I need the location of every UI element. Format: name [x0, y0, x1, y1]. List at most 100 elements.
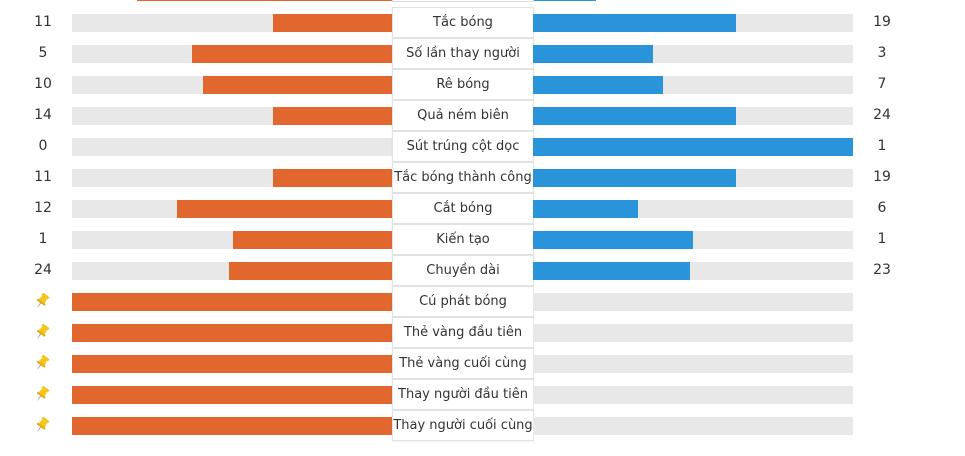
- home-bar-fill: [72, 293, 393, 311]
- away-value: 1: [877, 231, 887, 247]
- away-value: 23: [873, 262, 891, 278]
- home-bar-track: [72, 200, 393, 218]
- stat-label: Tắc bóng: [392, 7, 534, 38]
- stat-label: Sút trúng cột dọc: [392, 131, 534, 162]
- away-bar-fill: [533, 107, 736, 125]
- event-row: Thay người đầu tiên: [0, 379, 965, 410]
- home-bar-fill: [192, 45, 393, 63]
- home-bar-fill: [232, 231, 393, 249]
- home-bar-track: [72, 45, 393, 63]
- away-bar-track: [533, 200, 853, 218]
- home-value: 11: [34, 169, 52, 185]
- stat-row: 11 Tắc bóng thành công 19: [0, 162, 965, 193]
- home-bar-track: [72, 169, 393, 187]
- away-bar-track: [533, 45, 853, 63]
- away-bar-track: [533, 76, 853, 94]
- stat-label: Chuyền dài: [392, 255, 534, 286]
- away-value: 19: [873, 14, 891, 30]
- stat-row: 24 Chuyền dài 23: [0, 255, 965, 286]
- away-bar-fill: [533, 231, 693, 249]
- stat-label: Rê bóng: [392, 69, 534, 100]
- away-bar-fill: [533, 169, 736, 187]
- away-bar-track: [533, 293, 853, 311]
- event-label: Thẻ vàng cuối cùng: [392, 348, 534, 379]
- away-bar-track: [533, 14, 853, 32]
- home-value: 11: [34, 14, 52, 30]
- partial-bar-right: [533, 0, 596, 1]
- away-value: 3: [877, 45, 887, 61]
- home-value: 10: [34, 76, 52, 92]
- stat-row: 1 Kiến tạo 1: [0, 224, 965, 255]
- home-value: 14: [34, 107, 52, 123]
- home-bar-fill: [72, 386, 393, 404]
- away-bar-track: [533, 355, 853, 373]
- event-row: Thẻ vàng cuối cùng: [0, 348, 965, 379]
- home-value: 24: [34, 262, 52, 278]
- stat-label: Kiến tạo: [392, 224, 534, 255]
- away-value: 1: [877, 138, 887, 154]
- event-row: Cú phát bóng: [0, 286, 965, 317]
- away-bar-fill: [533, 200, 638, 218]
- home-bar-fill: [272, 107, 393, 125]
- away-value: 24: [873, 107, 891, 123]
- home-bar-fill: [72, 324, 393, 342]
- home-value: 12: [34, 200, 52, 216]
- stat-row: 10 Rê bóng 7: [0, 69, 965, 100]
- home-bar-fill: [272, 14, 393, 32]
- home-bar-fill: [202, 76, 393, 94]
- home-bar-track: [72, 138, 393, 156]
- away-bar-track: [533, 107, 853, 125]
- event-label: Thay người đầu tiên: [392, 379, 534, 410]
- home-value: 5: [38, 45, 48, 61]
- pin-icon: [36, 292, 50, 308]
- away-bar-fill: [533, 14, 736, 32]
- away-bar-track: [533, 262, 853, 280]
- home-bar-track: [72, 417, 393, 435]
- home-bar-track: [72, 107, 393, 125]
- away-bar-track: [533, 169, 853, 187]
- stat-row: 12 Cắt bóng 6: [0, 193, 965, 224]
- home-bar-fill: [272, 169, 393, 187]
- away-bar-track: [533, 138, 853, 156]
- partial-bar-left: [137, 0, 393, 1]
- home-bar-fill: [228, 262, 393, 280]
- partial-stat-label: [392, 0, 534, 2]
- stat-row: 14 Quả ném biên 24: [0, 100, 965, 131]
- away-bar-track: [533, 417, 853, 435]
- away-bar-track: [533, 324, 853, 342]
- away-bar-track: [533, 231, 853, 249]
- home-bar-track: [72, 262, 393, 280]
- home-bar-track: [72, 14, 393, 32]
- away-value: 6: [877, 200, 887, 216]
- home-bar-fill: [72, 355, 393, 373]
- pin-icon: [36, 354, 50, 370]
- away-bar-fill: [533, 138, 853, 156]
- stat-row: 11 Tắc bóng 19: [0, 7, 965, 38]
- stat-label: Số lần thay người: [392, 38, 534, 69]
- pin-icon: [36, 323, 50, 339]
- away-value: 19: [873, 169, 891, 185]
- home-value: 0: [38, 138, 48, 154]
- event-row: Thay người cuối cùng: [0, 410, 965, 441]
- event-label: Thay người cuối cùng: [392, 410, 534, 441]
- away-bar-fill: [533, 45, 653, 63]
- home-bar-track: [72, 293, 393, 311]
- home-bar-track: [72, 231, 393, 249]
- home-bar-fill: [176, 200, 393, 218]
- stat-label: Cắt bóng: [392, 193, 534, 224]
- away-bar-track: [533, 386, 853, 404]
- away-bar-fill: [533, 76, 663, 94]
- stat-row: 0 Sút trúng cột dọc 1: [0, 131, 965, 162]
- pin-icon: [36, 416, 50, 432]
- home-bar-track: [72, 324, 393, 342]
- pin-icon: [36, 385, 50, 401]
- home-bar-track: [72, 76, 393, 94]
- home-bar-track: [72, 355, 393, 373]
- event-row: Thẻ vàng đầu tiên: [0, 317, 965, 348]
- home-value: 1: [38, 231, 48, 247]
- event-label: Cú phát bóng: [392, 286, 534, 317]
- stat-label: Quả ném biên: [392, 100, 534, 131]
- away-value: 7: [877, 76, 887, 92]
- home-bar-fill: [72, 417, 393, 435]
- stat-label: Tắc bóng thành công: [392, 162, 534, 193]
